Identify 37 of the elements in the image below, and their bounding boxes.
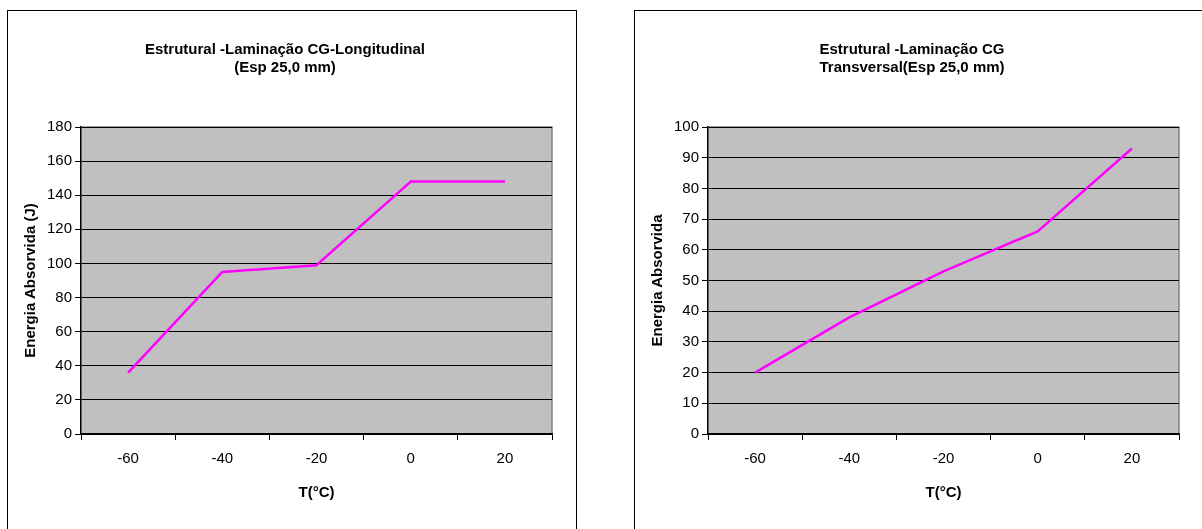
y-tick-label: 50 bbox=[682, 270, 700, 288]
x-tick-label: 20 bbox=[496, 449, 514, 467]
y-tick-label: 40 bbox=[55, 355, 73, 373]
x-tick-label: -40 bbox=[211, 449, 234, 467]
x-tick-label: 0 bbox=[1033, 449, 1042, 467]
y-tick-label: 100 bbox=[47, 253, 73, 271]
y-tick-label: 160 bbox=[47, 151, 73, 169]
y-tick-label: 140 bbox=[47, 185, 73, 203]
y-tick-label: 10 bbox=[682, 393, 700, 411]
y-tick-label: 30 bbox=[682, 332, 700, 350]
x-tick-label: -60 bbox=[744, 449, 766, 467]
x-tick-label: -40 bbox=[838, 449, 861, 467]
y-axis-title: Energia Absorvida bbox=[648, 213, 666, 347]
x-tick-label: 20 bbox=[1123, 449, 1141, 467]
y-tick-label: 90 bbox=[682, 147, 700, 165]
chart-title: Estrutural -Laminação CG Transversal(Esp 25,0 mm) bbox=[819, 40, 1005, 76]
y-axis-title: Energia Absorvida (J) bbox=[21, 203, 39, 358]
y-tick-label: 80 bbox=[682, 178, 700, 196]
y-tick-label: 80 bbox=[55, 287, 73, 305]
chart-title: Estrutural -Laminação CG-Longitudinal (Esp 25,0 mm) bbox=[144, 40, 426, 76]
y-tick-label: 70 bbox=[682, 209, 700, 227]
y-tick-label: 60 bbox=[55, 321, 73, 339]
y-tick-label: 100 bbox=[674, 117, 700, 135]
x-tick-label: -20 bbox=[932, 449, 955, 467]
x-axis-title: T(°C) bbox=[925, 483, 962, 501]
y-tick-label: 40 bbox=[682, 301, 700, 319]
y-tick-label: 0 bbox=[690, 424, 700, 442]
y-tick-label: 180 bbox=[47, 117, 73, 135]
x-tick-label: 0 bbox=[406, 449, 415, 467]
y-tick-label: 120 bbox=[47, 219, 73, 237]
y-tick-label: 20 bbox=[682, 362, 700, 380]
y-tick-label: 20 bbox=[55, 390, 73, 408]
x-tick-label: -20 bbox=[305, 449, 328, 467]
x-tick-label: -60 bbox=[117, 449, 139, 467]
y-tick-label: 0 bbox=[63, 424, 73, 442]
y-tick-label: 60 bbox=[682, 239, 700, 257]
x-axis-title: T(°C) bbox=[298, 483, 335, 501]
